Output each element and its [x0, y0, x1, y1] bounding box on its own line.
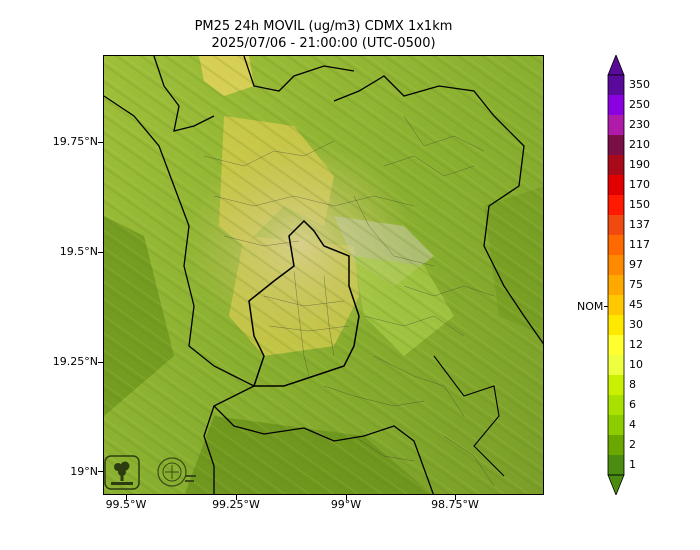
- y-tick: [98, 142, 103, 143]
- y-label: 19°N: [70, 465, 98, 478]
- colorbar-segment: [608, 235, 624, 256]
- colorbar-label: 4: [629, 418, 636, 431]
- municipal-boundaries: [203, 115, 495, 487]
- nom-label: NOM: [577, 300, 604, 313]
- x-tick: [346, 495, 347, 500]
- colorbar-label: 1: [629, 458, 636, 471]
- x-tick: [236, 495, 237, 500]
- colorbar-segment: [608, 395, 624, 416]
- colorbar-label: 230: [629, 118, 650, 131]
- x-tick: [455, 495, 456, 500]
- colorbar-segment: [608, 455, 624, 476]
- colorbar-segment: [608, 275, 624, 296]
- colorbar-label: 117: [629, 238, 650, 251]
- y-label: 19.75°N: [52, 135, 98, 148]
- colorbar-label: 30: [629, 318, 643, 331]
- x-label: 99.25°W: [212, 498, 260, 511]
- colorbar-segment: [608, 335, 624, 356]
- colorbar-segment: [608, 355, 624, 376]
- colorbar-label: 2: [629, 438, 636, 451]
- colorbar-segment: [608, 115, 624, 136]
- y-tick: [98, 252, 103, 253]
- state-boundary-southeast: [433, 355, 505, 477]
- colorbar-segment: [608, 95, 624, 116]
- y-label: 19.5°N: [59, 245, 98, 258]
- nom-tick: [604, 306, 608, 307]
- colorbar-label: 350: [629, 78, 650, 91]
- cdmx-boundary: [248, 219, 360, 387]
- colorbar-label: 6: [629, 398, 636, 411]
- x-label: 99°W: [330, 498, 362, 511]
- colorbar-segment: [608, 135, 624, 156]
- colorbar-label: 75: [629, 278, 643, 291]
- colorbar-segment: [608, 175, 624, 196]
- colorbar-segment: [608, 435, 624, 456]
- x-tick: [126, 495, 127, 500]
- colorbar-segment: [608, 415, 624, 436]
- y-tick: [98, 362, 103, 363]
- colorbar-segment: [608, 315, 624, 336]
- map-canvas: [104, 56, 543, 494]
- colorbar-label: 190: [629, 158, 650, 171]
- colorbar-label: 45: [629, 298, 643, 311]
- colorbar-segment: [608, 155, 624, 176]
- colorbar-label: 137: [629, 218, 650, 231]
- colorbar: [607, 55, 625, 495]
- chart-title: PM25 24h MOVIL (ug/m3) CDMX 1x1km: [194, 19, 453, 34]
- colorbar-label: 97: [629, 258, 643, 271]
- pm25-map: [103, 55, 544, 495]
- colorbar-label: 10: [629, 358, 643, 371]
- cdmx-seal-logo: [155, 455, 197, 490]
- colorbar-label: 12: [629, 338, 643, 351]
- x-label: 99.5°W: [105, 498, 147, 511]
- sedema-logo: [104, 455, 140, 490]
- colorbar-segment: [608, 75, 624, 96]
- colorbar-label: 250: [629, 98, 650, 111]
- colorbar-segment: [608, 375, 624, 396]
- chart-subtitle: 2025/07/06 - 21:00:00 (UTC-0500): [211, 36, 436, 51]
- colorbar-segment: [608, 295, 624, 316]
- state-boundary-northeast: [333, 75, 543, 345]
- colorbar-segment: [608, 215, 624, 236]
- y-tick: [98, 471, 103, 472]
- state-boundary-west: [104, 95, 256, 494]
- colorbar-segment: [608, 195, 624, 216]
- y-label: 19.25°N: [52, 355, 98, 368]
- colorbar-max-arrow: [607, 55, 625, 76]
- colorbar-label: 170: [629, 178, 650, 191]
- state-boundary-north: [243, 56, 355, 92]
- colorbar-segment: [608, 255, 624, 276]
- colorbar-label: 8: [629, 378, 636, 391]
- colorbar-min-arrow: [607, 474, 625, 495]
- relief-shading: [104, 56, 543, 494]
- state-boundary-south: [213, 405, 434, 494]
- colorbar-label: 150: [629, 198, 650, 211]
- x-label: 98.75°W: [431, 498, 479, 511]
- state-boundary-northwest: [153, 56, 215, 132]
- colorbar-label: 210: [629, 138, 650, 151]
- colorbar-outline: [607, 74, 625, 476]
